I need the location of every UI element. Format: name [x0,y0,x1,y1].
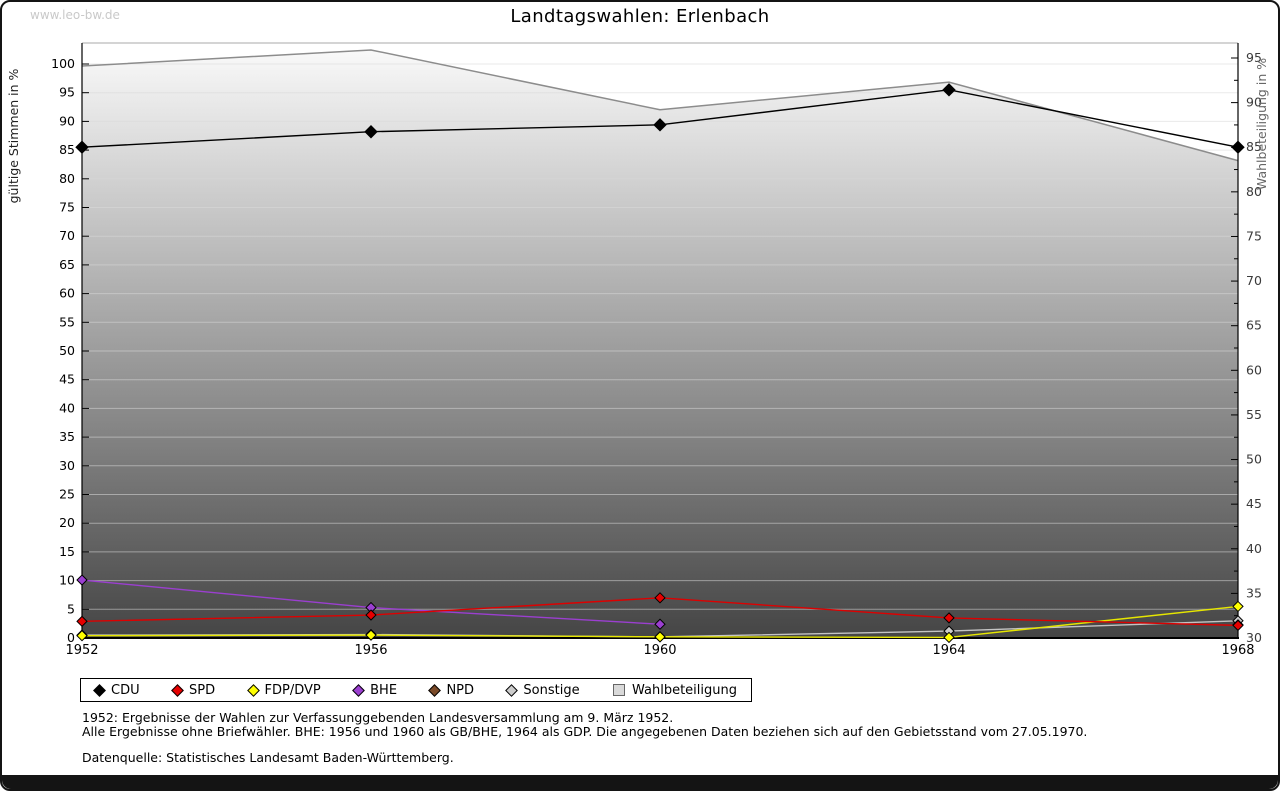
svg-text:90: 90 [1246,95,1262,110]
svg-text:20: 20 [59,515,75,530]
svg-text:1968: 1968 [1221,643,1254,658]
svg-text:55: 55 [59,314,75,329]
svg-text:40: 40 [1246,541,1262,556]
legend-label: BHE [370,682,398,698]
svg-text:80: 80 [1246,184,1262,199]
svg-text:65: 65 [59,257,75,272]
legend-item-wahlbeteiligung: Wahlbeteiligung [612,682,737,698]
legend-diamond-icon [352,683,365,697]
data-source-note: Datenquelle: Statistisches Landesamt Bad… [82,750,454,765]
legend-square-icon [612,684,625,696]
markers-CDU [75,83,1245,154]
chart-canvas: 0 5 10 15 20 25 30 35 40 45 50 55 60 65 70 75 80 85 90 95 10… [6,42,1269,658]
legend-item-sonstige: Sonstige [505,682,580,698]
svg-text:25: 25 [59,487,75,502]
svg-text:30: 30 [59,458,75,473]
legend-diamond-icon [171,683,184,697]
svg-text:65: 65 [1246,318,1262,333]
legend-item-fdp-dvp: FDP/DVP [246,682,321,698]
svg-text:70: 70 [59,228,75,243]
svg-text:95: 95 [59,85,75,100]
svg-text:70: 70 [1246,273,1262,288]
svg-text:15: 15 [59,544,75,559]
legend-label: SPD [189,682,216,698]
footnote-line-1: 1952: Ergebnisse der Wahlen zur Verfassu… [82,710,674,725]
svg-text:1960: 1960 [643,643,676,658]
svg-text:5: 5 [67,601,75,616]
legend-label: FDP/DVP [264,682,321,698]
svg-text:30: 30 [1246,630,1262,645]
svg-text:100: 100 [51,56,75,71]
markers-BHE [76,574,666,630]
svg-text:85: 85 [59,142,75,157]
svg-text:10: 10 [59,573,75,588]
svg-text:1952: 1952 [65,643,98,658]
axis-ticks [82,57,1238,639]
legend-label: Sonstige [523,682,580,698]
svg-text:45: 45 [1246,496,1262,511]
legend-diamond-icon [428,683,442,697]
svg-text:0: 0 [67,630,75,645]
svg-text:75: 75 [59,200,75,215]
chart-title: Landtagswahlen: Erlenbach [510,6,770,27]
svg-text:90: 90 [59,113,75,128]
legend-diamond-icon [246,683,260,697]
legend-item-spd: SPD [171,682,216,698]
right-axis-title: Wahlbeteiligung in % [1254,58,1269,190]
legend-item-npd: NPD [428,682,475,698]
svg-text:1956: 1956 [354,643,387,658]
markers-FDP/DVP [76,600,1244,644]
svg-text:50: 50 [59,343,75,358]
svg-text:35: 35 [59,429,75,444]
site-watermark: www.leo-bw.de [30,8,120,22]
svg-text:60: 60 [1246,362,1262,377]
footnote-line-2: Alle Ergebnisse ohne Briefwähler. BHE: 1… [82,723,1088,739]
svg-text:60: 60 [59,286,75,301]
left-axis-title: gültige Stimmen in % [6,68,21,203]
area-Wahlbeteiligung [82,49,1238,638]
svg-text:1964: 1964 [932,643,965,658]
chart-legend: CDU SPD FDP/DVP BHE NPD Sonstige Wahlbeteiligu… [80,678,752,702]
legend-diamond-icon [505,683,519,697]
footnotes: 1952: Ergebnisse der Wahlen zur Verfassu… [82,711,1087,765]
svg-text:45: 45 [59,372,75,387]
markers-SPD [76,592,1244,632]
legend-diamond-icon [93,683,106,697]
bottom-border-bar [2,775,1278,789]
svg-text:35: 35 [1246,585,1262,600]
legend-item-bhe: BHE [352,682,398,698]
svg-text:85: 85 [1246,139,1262,154]
svg-text:95: 95 [1246,50,1262,65]
legend-label: Wahlbeteiligung [631,682,737,698]
svg-text:50: 50 [1246,452,1262,467]
svg-text:55: 55 [1246,407,1262,422]
svg-text:75: 75 [1246,228,1262,243]
svg-text:40: 40 [59,400,75,415]
legend-label: NPD [446,682,475,698]
axis-tick-labels: 0 5 10 15 20 25 30 35 40 45 50 55 60 65 70 75 80 85 90 95 10… [51,50,1262,658]
svg-text:80: 80 [59,171,75,186]
legend-item-cdu: CDU [93,682,140,698]
gridlines [82,63,1238,610]
legend-label: CDU [111,682,140,698]
